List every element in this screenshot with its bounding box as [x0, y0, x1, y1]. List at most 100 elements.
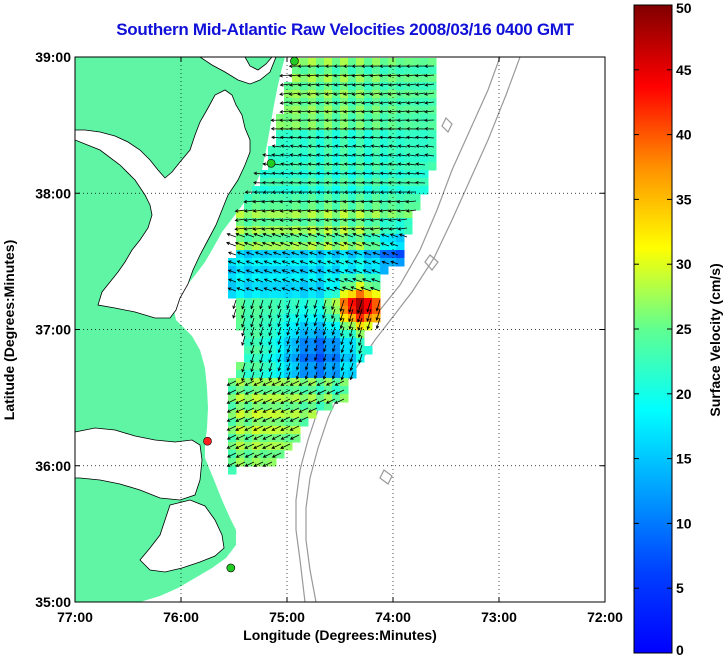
velocity-cell: [316, 354, 325, 363]
velocity-arrow: [361, 171, 372, 176]
velocity-cell: [260, 354, 269, 363]
velocity-arrow: [279, 135, 291, 140]
velocity-cell: [388, 146, 397, 155]
velocity-arrow: [361, 242, 372, 247]
velocity-arrow: [379, 135, 390, 140]
velocity-cell: [388, 90, 397, 99]
velocity-arrow: [244, 398, 255, 404]
velocity-cell: [300, 250, 309, 259]
velocity-cell: [324, 66, 333, 75]
velocity-arrow: [397, 218, 408, 222]
velocity-arrow: [306, 199, 318, 204]
colorbar-tick-label: 40: [676, 127, 692, 143]
velocity-cell: [276, 426, 285, 435]
velocity-cell: [300, 370, 309, 379]
velocity-arrow: [253, 452, 264, 458]
velocity-cell: [300, 114, 309, 123]
velocity-arrow: [378, 109, 390, 114]
velocity-arrow: [352, 171, 363, 176]
velocity-cell: [324, 242, 333, 251]
velocity-cell: [372, 178, 381, 187]
velocity-cell: [340, 138, 349, 147]
velocity-arrow: [262, 461, 273, 467]
velocity-cell: [316, 402, 325, 411]
velocity-arrow: [343, 233, 354, 238]
velocity-cell: [356, 266, 365, 275]
velocity-cell: [340, 186, 349, 195]
velocity-cell: [404, 202, 413, 211]
velocity-arrow: [342, 73, 354, 78]
velocity-arrow: [397, 101, 408, 105]
velocity-cell: [268, 346, 277, 355]
velocity-arrow: [350, 286, 363, 292]
velocity-arrow: [349, 326, 354, 338]
velocity-arrow: [324, 118, 336, 123]
velocity-cell: [308, 242, 317, 251]
velocity-arrow: [378, 118, 390, 123]
velocity-arrow: [262, 398, 273, 404]
velocity-arrow: [352, 144, 363, 148]
velocity-arrow: [406, 144, 417, 148]
y-tick-label: 39:00: [35, 49, 71, 65]
velocity-arrow: [349, 335, 354, 346]
velocity-cell: [308, 122, 317, 131]
velocity-cell: [404, 106, 413, 115]
velocity-arrow: [325, 398, 336, 404]
velocity-cell: [252, 338, 261, 347]
velocity-cell: [292, 266, 301, 275]
velocity-cell: [308, 58, 317, 67]
velocity-cell: [268, 338, 277, 347]
velocity-arrow: [297, 135, 309, 140]
velocity-arrow: [298, 144, 309, 148]
velocity-cell: [268, 322, 277, 331]
velocity-arrow: [268, 371, 273, 382]
velocity-arrow: [306, 64, 318, 68]
velocity-arrow: [396, 73, 408, 78]
velocity-cell: [412, 202, 421, 211]
velocity-cell: [268, 194, 277, 203]
velocity-arrow: [226, 407, 237, 413]
velocity-cell: [236, 426, 245, 435]
velocity-arrow: [424, 153, 435, 157]
velocity-cell: [284, 418, 293, 427]
velocity-cell: [332, 346, 341, 355]
velocity-cell: [244, 402, 253, 411]
velocity-arrow: [234, 218, 246, 222]
velocity-cell: [308, 338, 317, 347]
colorbar-label: Surface Velocity (cm/s): [707, 263, 723, 416]
velocity-cell: [284, 162, 293, 171]
velocity-cell: [340, 162, 349, 171]
velocity-arrow: [360, 286, 372, 292]
velocity-arrow: [324, 199, 336, 204]
velocity-cell: [348, 290, 357, 299]
velocity-cell: [372, 210, 381, 219]
velocity-cell: [316, 314, 325, 323]
velocity-arrow: [343, 241, 354, 247]
velocity-cell: [252, 290, 261, 299]
velocity-cell: [388, 138, 397, 147]
velocity-cell: [236, 378, 245, 387]
velocity-cell: [292, 290, 301, 299]
velocity-arrow: [270, 199, 282, 204]
velocity-cell: [380, 146, 389, 155]
velocity-cell: [260, 258, 269, 267]
velocity-arrow: [259, 353, 264, 364]
velocity-arrow: [295, 299, 300, 310]
velocity-arrow: [288, 92, 300, 96]
velocity-cell: [308, 402, 317, 411]
velocity-cell: [364, 66, 373, 75]
velocity-arrow: [306, 109, 318, 114]
velocity-cell: [372, 298, 381, 307]
velocity-cell: [308, 370, 317, 379]
velocity-arrow: [307, 180, 318, 185]
velocity-cell: [300, 154, 309, 163]
velocity-arrow: [351, 199, 363, 204]
velocity-arrow: [348, 317, 354, 330]
velocity-cell: [372, 194, 381, 203]
velocity-arrow: [314, 371, 318, 380]
velocity-arrow: [254, 251, 264, 256]
velocity-arrow: [387, 209, 399, 213]
velocity-arrow: [424, 64, 435, 68]
velocity-cell: [244, 362, 253, 371]
velocity-arrow: [361, 278, 372, 283]
